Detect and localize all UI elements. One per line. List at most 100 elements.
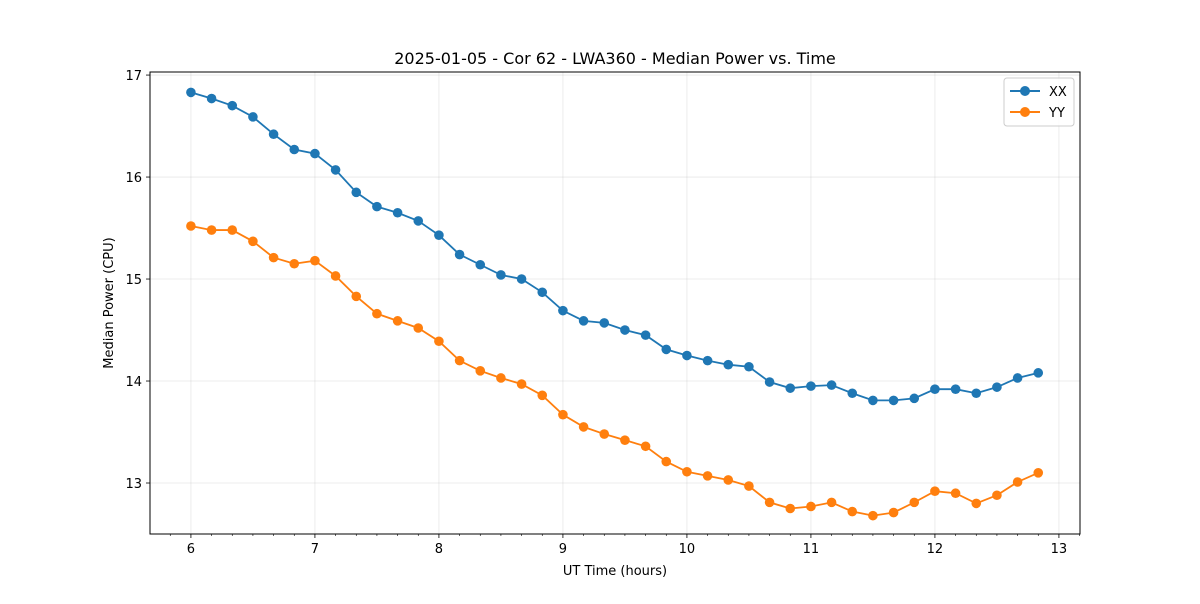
data-point-yy	[248, 236, 258, 247]
data-point-yy	[454, 355, 465, 366]
data-point-xx	[434, 230, 444, 240]
data-point-xx	[268, 129, 279, 140]
data-point-xx	[1012, 373, 1023, 383]
data-point-xx	[330, 165, 341, 175]
axes: 6 7 8 9 10 11 12 13 13 14 15 16 17	[125, 69, 1080, 557]
legend-label-yy: YY	[1048, 106, 1065, 121]
data-point-xx	[620, 325, 630, 335]
x-tick-label: 8	[435, 542, 443, 557]
legend-label-xx: XX	[1049, 85, 1067, 100]
x-tick-label: 11	[803, 542, 820, 557]
data-point-xx	[764, 377, 775, 387]
data-point-yy	[372, 308, 382, 319]
data-point-yy	[909, 497, 920, 508]
data-point-xx	[599, 318, 610, 328]
data-point-yy	[351, 291, 362, 302]
legend-marker-yy	[1020, 107, 1030, 117]
data-point-xx	[516, 274, 527, 284]
data-point-xx	[186, 87, 196, 98]
grid	[150, 72, 1080, 534]
data-point-yy	[537, 390, 548, 401]
data-point-xx	[930, 384, 940, 394]
data-point-yy	[475, 366, 486, 376]
data-point-yy	[392, 316, 403, 326]
x-tick-label: 6	[187, 542, 195, 557]
data-point-xx	[909, 393, 920, 404]
series-layer	[186, 87, 1044, 521]
data-point-yy	[310, 255, 320, 266]
legend: XX YY	[1003, 77, 1075, 127]
y-tick-label: 14	[125, 375, 142, 390]
data-point-xx	[351, 187, 362, 198]
x-axis-label: UT Time (hours)	[563, 564, 667, 579]
data-point-xx	[702, 355, 713, 366]
x-tick-label: 12	[927, 542, 944, 557]
data-point-xx	[950, 384, 961, 394]
y-tick-label: 15	[125, 273, 142, 288]
y-tick-label: 13	[125, 477, 142, 492]
data-point-yy	[186, 221, 196, 231]
data-point-xx	[1033, 368, 1044, 378]
data-point-xx	[310, 148, 320, 159]
data-point-yy	[661, 456, 672, 467]
data-point-yy	[516, 379, 527, 389]
data-point-xx	[682, 350, 692, 361]
data-point-yy	[764, 497, 775, 508]
data-point-xx	[413, 216, 424, 226]
data-point-yy	[434, 336, 444, 347]
data-point-xx	[806, 381, 816, 391]
data-point-yy	[702, 471, 713, 481]
data-point-xx	[826, 380, 837, 390]
data-point-yy	[496, 373, 506, 383]
data-point-yy	[227, 225, 238, 235]
data-point-yy	[1033, 468, 1044, 478]
data-point-yy	[992, 490, 1002, 501]
data-point-xx	[661, 344, 672, 355]
data-point-xx	[475, 259, 486, 270]
data-point-yy	[268, 252, 279, 263]
data-point-xx	[454, 249, 465, 260]
data-point-yy	[744, 481, 754, 491]
data-point-yy	[950, 488, 961, 499]
data-point-yy	[868, 510, 878, 521]
y-tick-label: 16	[125, 171, 142, 186]
x-tick-label: 9	[559, 542, 567, 557]
data-point-yy	[930, 486, 940, 496]
x-tick-label: 7	[311, 542, 319, 557]
x-tick-label: 10	[679, 542, 696, 557]
data-point-xx	[289, 144, 300, 155]
data-point-xx	[248, 112, 258, 122]
data-point-yy	[847, 506, 858, 517]
data-point-yy	[806, 501, 816, 512]
data-point-yy	[1012, 477, 1023, 487]
data-point-xx	[537, 287, 548, 298]
data-point-xx	[847, 388, 858, 399]
data-point-xx	[496, 270, 506, 280]
data-point-yy	[682, 466, 692, 477]
data-point-yy	[206, 225, 217, 235]
data-point-yy	[413, 323, 424, 333]
data-point-xx	[971, 388, 982, 399]
data-point-yy	[640, 441, 651, 452]
data-point-xx	[992, 382, 1002, 392]
data-point-xx	[392, 207, 403, 218]
y-axis-label: Median Power (CPU)	[102, 237, 117, 368]
data-point-yy	[785, 503, 796, 514]
data-point-xx	[868, 395, 878, 406]
data-point-xx	[206, 93, 217, 104]
data-point-yy	[888, 507, 899, 518]
data-point-yy	[620, 435, 630, 445]
data-point-xx	[558, 305, 568, 316]
data-point-yy	[578, 422, 589, 432]
data-point-yy	[330, 271, 341, 281]
data-point-yy	[826, 497, 837, 508]
plot-frame	[149, 71, 1081, 535]
legend-marker-xx	[1020, 86, 1030, 96]
data-point-xx	[888, 395, 899, 406]
data-point-yy	[289, 258, 300, 269]
data-point-xx	[578, 316, 589, 326]
y-tick-label: 17	[125, 69, 142, 84]
